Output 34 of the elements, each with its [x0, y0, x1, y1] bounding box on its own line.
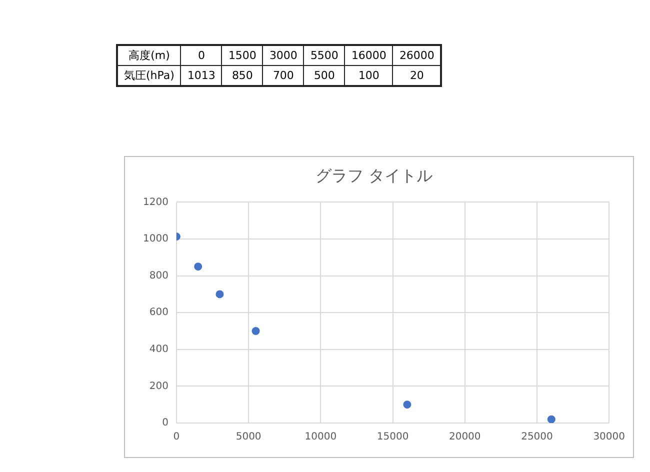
text: 3000 [262, 45, 304, 66]
x-tick-label: 15000 [376, 432, 409, 443]
text: 26000 [392, 45, 442, 66]
text: 16000 [344, 45, 393, 66]
point [216, 290, 224, 298]
text: 0 [180, 45, 222, 66]
y-tick-label: 200 [149, 380, 168, 392]
x-tick-label: 5000 [236, 432, 262, 443]
text: 100 [344, 66, 393, 86]
text: 1013 [180, 66, 222, 86]
y-tick-label: 600 [149, 307, 168, 318]
point [252, 327, 260, 335]
y-tick-label: 400 [149, 344, 168, 355]
y-tick-label: 0 [162, 418, 168, 429]
point [194, 262, 202, 271]
y-tick-label: 800 [149, 270, 168, 282]
x-tick-label: 10000 [304, 432, 337, 443]
x-tick-label: 20000 [448, 432, 481, 443]
text: 5500 [304, 45, 345, 66]
y-tick-label: 1000 [142, 234, 168, 245]
point [403, 400, 412, 409]
chart-title: グラフ タイトル [315, 166, 433, 185]
x-tick-label: 0 [173, 432, 180, 443]
point [547, 415, 556, 423]
x-tick-label: 30000 [593, 432, 625, 443]
text: 850 [222, 66, 263, 86]
text: 高度(m) [117, 45, 181, 66]
text: 20 [392, 66, 442, 86]
y-tick-label: 1200 [142, 196, 168, 208]
text: 気圧(hPa) [117, 66, 181, 86]
text: 500 [304, 66, 345, 86]
x-tick-label: 25000 [521, 432, 553, 443]
text: 1500 [222, 45, 263, 66]
text: 700 [262, 66, 304, 86]
